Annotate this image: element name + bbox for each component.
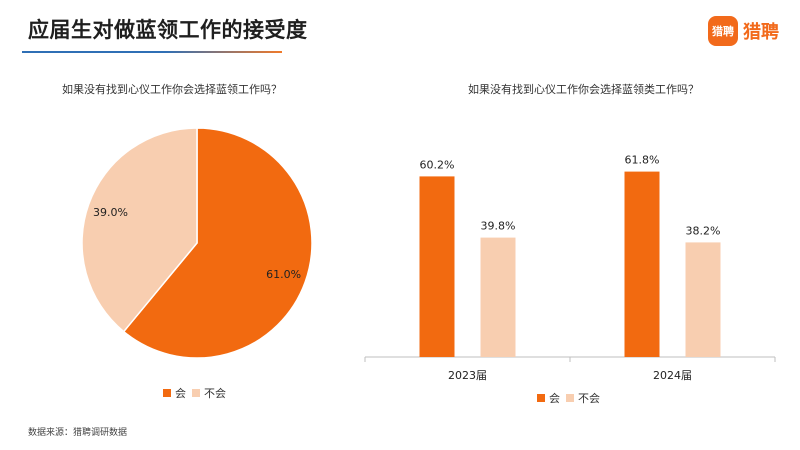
bar-data-label-no-1: 38.2%: [686, 224, 721, 237]
bar-no-0: [480, 237, 516, 357]
pie-legend-item-no: 不会: [192, 385, 226, 401]
bar-data-label-no-0: 39.8%: [481, 220, 516, 233]
pie-legend-swatch-no: [192, 389, 200, 397]
bar-legend: 会 不会: [537, 390, 606, 406]
data-source-note: 数据来源：猎聘调研数据: [28, 428, 128, 438]
page-title: 应届生对做蓝领工作的接受度: [28, 18, 308, 42]
brand-logo: 猎聘 猎聘: [708, 14, 788, 48]
pie-data-label-no: 39.0%: [93, 206, 128, 219]
bar-category-label-1: 2024届: [653, 369, 692, 382]
pie-slice-no: [81, 127, 198, 333]
bar-legend-item-yes: 会: [537, 390, 560, 406]
bar-chart-title: 如果没有找到心仪工作你会选择蓝领类工作吗？: [468, 83, 699, 96]
bar-legend-swatch-yes: [537, 394, 545, 402]
pie-legend: 会 不会: [163, 385, 232, 401]
bar-legend-label-no: 不会: [578, 392, 600, 405]
pie-chart-title: 如果没有找到心仪工作你会选择蓝领工作吗？: [62, 83, 282, 96]
title-underline: [22, 51, 282, 53]
bar-data-label-yes-0: 60.2%: [420, 158, 455, 171]
bar-legend-swatch-no: [566, 394, 574, 402]
bar-legend-label-yes: 会: [549, 392, 560, 405]
logo-badge-icon: 猎聘: [708, 16, 738, 46]
bar-yes-1: [624, 171, 660, 357]
pie-legend-label-no: 不会: [204, 387, 226, 400]
bar-no-1: [685, 242, 721, 357]
pie-legend-item-yes: 会: [163, 385, 186, 401]
pie-data-label-yes: 61.0%: [266, 268, 301, 281]
pie-legend-label-yes: 会: [175, 387, 186, 400]
bar-legend-item-no: 不会: [566, 390, 600, 406]
bar-yes-0: [419, 176, 455, 357]
logo-text: 猎聘: [743, 22, 779, 43]
bar-data-label-yes-1: 61.8%: [625, 154, 660, 167]
pie-slice-yes: [122, 127, 313, 359]
pie-legend-swatch-yes: [163, 389, 171, 397]
bar-category-label-0: 2023届: [448, 369, 487, 382]
